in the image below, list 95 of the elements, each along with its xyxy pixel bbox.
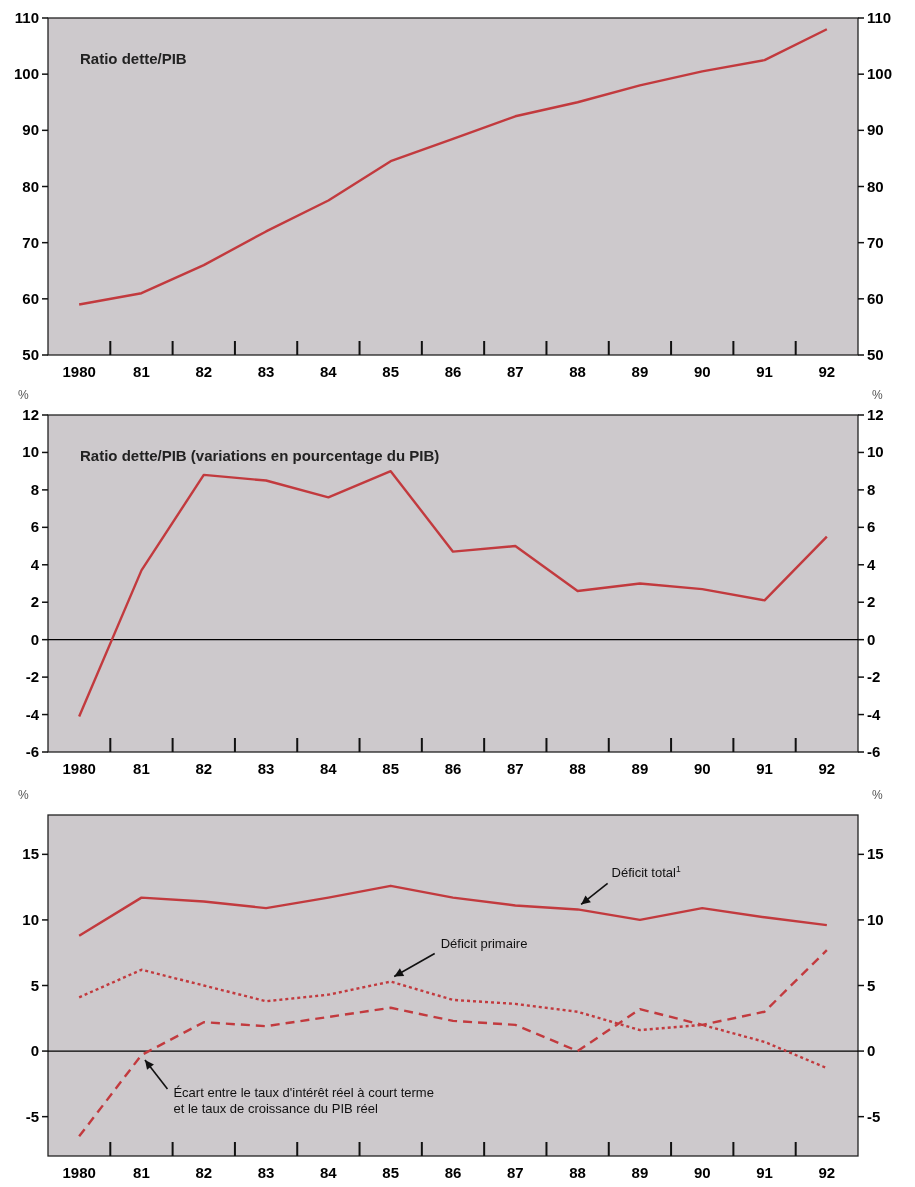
y2-axis-title: %	[872, 788, 883, 802]
y-tick-label: 10	[22, 443, 39, 461]
y2-tick-label: 110	[867, 9, 892, 26]
x-tick-label: 86	[444, 1164, 462, 1181]
x-tick-label: 87	[506, 1164, 524, 1181]
y2-tick-label: -6	[867, 743, 881, 760]
x-tick-label: 89	[631, 1164, 649, 1181]
x-tick-label: 87	[506, 363, 524, 380]
y-tick-label: 6	[30, 518, 39, 536]
x-tick-label: 1980	[62, 760, 96, 777]
y-tick-label: 60	[22, 289, 39, 307]
y-tick-label: -5	[25, 1107, 39, 1125]
x-tick-label: 81	[133, 363, 150, 380]
y2-tick-label: 10	[867, 910, 884, 928]
y-tick-label: 50	[22, 346, 39, 363]
x-tick-label: 89	[631, 363, 649, 380]
y-tick-label: -6	[25, 743, 39, 760]
x-tick-label: 87	[506, 760, 524, 777]
x-tick-label: 90	[693, 760, 711, 777]
y-tick-label: 12	[22, 406, 39, 423]
x-tick-label: 90	[693, 1164, 711, 1181]
line-series	[77, 469, 829, 718]
y2-tick-label: 60	[867, 289, 884, 307]
x-tick-label: 91	[756, 363, 773, 380]
x-tick-label: 82	[195, 760, 213, 777]
annotation: Déficit primaire	[440, 935, 528, 951]
text: Ratio dette/PIB (variations en pourcentage du PIB)	[80, 447, 440, 464]
y-tick-label: 10	[22, 910, 39, 928]
x-tick-label: 81	[133, 1164, 150, 1181]
y-tick-label: 100	[13, 65, 39, 83]
line-series	[77, 28, 829, 306]
y2-tick-label: 100	[867, 65, 893, 83]
x-tick-label: 84	[320, 363, 338, 380]
x-tick-label: 82	[195, 363, 213, 380]
x-tick-label: 85	[382, 760, 400, 777]
x-tick-label: 88	[569, 363, 586, 380]
x-tick-label: 85	[382, 1164, 400, 1181]
y-tick-label: 70	[22, 233, 39, 251]
y-tick-label: 0	[30, 1042, 39, 1060]
x-tick-label: 91	[756, 1164, 773, 1181]
y-tick-label: 8	[30, 480, 39, 498]
x-tick-label: 84	[320, 1164, 338, 1181]
line-series	[77, 884, 829, 937]
y-tick-label: 0	[30, 630, 39, 648]
x-tick-label: 1980	[62, 363, 96, 380]
y2-tick-label: 6	[867, 518, 876, 536]
y2-tick-label: -2	[867, 668, 881, 686]
x-tick-label: 88	[569, 760, 586, 777]
y2-axis-title: %	[872, 388, 883, 402]
x-tick-label: 86	[444, 760, 462, 777]
y2-tick-label: 10	[867, 443, 884, 461]
y2-tick-label: 2	[867, 593, 876, 611]
y2-tick-label: 90	[867, 121, 884, 139]
x-tick-label: 84	[320, 760, 338, 777]
y2-tick-label: 70	[867, 233, 884, 251]
y2-tick-label: 5	[867, 976, 876, 994]
y-tick-label: 5	[30, 976, 39, 994]
y2-tick-label: 12	[867, 406, 884, 423]
x-tick-label: 92	[818, 1164, 836, 1181]
y-tick-label: 80	[22, 177, 39, 195]
y-tick-label: 4	[30, 555, 40, 573]
y2-tick-label: -4	[867, 705, 881, 723]
x-tick-label: 88	[569, 1164, 586, 1181]
x-tick-label: 90	[693, 363, 711, 380]
x-tick-label: 83	[257, 363, 275, 380]
x-tick-label: 92	[818, 363, 836, 380]
y-tick-label: 15	[22, 845, 39, 863]
annotation: Déficit total$^{1}$	[611, 864, 681, 881]
x-tick-label: 92	[818, 760, 836, 777]
x-tick-label: 1980	[62, 1164, 96, 1181]
y-axis-title: %	[18, 388, 29, 402]
y2-tick-label: 80	[867, 177, 884, 195]
y2-tick-label: 50	[867, 346, 884, 363]
y2-tick-label: -5	[867, 1107, 881, 1125]
x-tick-label: 89	[631, 760, 649, 777]
y2-tick-label: 0	[867, 630, 876, 648]
y-axis-title: %	[18, 788, 29, 802]
y-tick-label: 2	[30, 593, 39, 611]
x-tick-label: 83	[257, 1164, 275, 1181]
x-tick-label: 86	[444, 363, 462, 380]
x-tick-label: 82	[195, 1164, 213, 1181]
y-tick-label: 90	[22, 121, 39, 139]
x-tick-label: 91	[756, 760, 773, 777]
y2-tick-label: 0	[867, 1042, 876, 1060]
x-tick-label: 83	[257, 760, 275, 777]
y2-tick-label: 8	[867, 480, 876, 498]
y-tick-label: -2	[25, 668, 39, 686]
x-tick-label: 81	[133, 760, 150, 777]
annotation: Écart entre le taux d'intérêt réel à court terme et le taux de croissance du PIB réel	[173, 1085, 434, 1117]
y-tick-label: 110	[14, 9, 39, 26]
y-tick-label: -4	[25, 705, 40, 723]
y2-tick-label: 15	[867, 845, 884, 863]
text: Ratio dette/PIB	[80, 50, 187, 67]
y2-tick-label: 4	[867, 555, 876, 573]
x-tick-label: 85	[382, 363, 400, 380]
